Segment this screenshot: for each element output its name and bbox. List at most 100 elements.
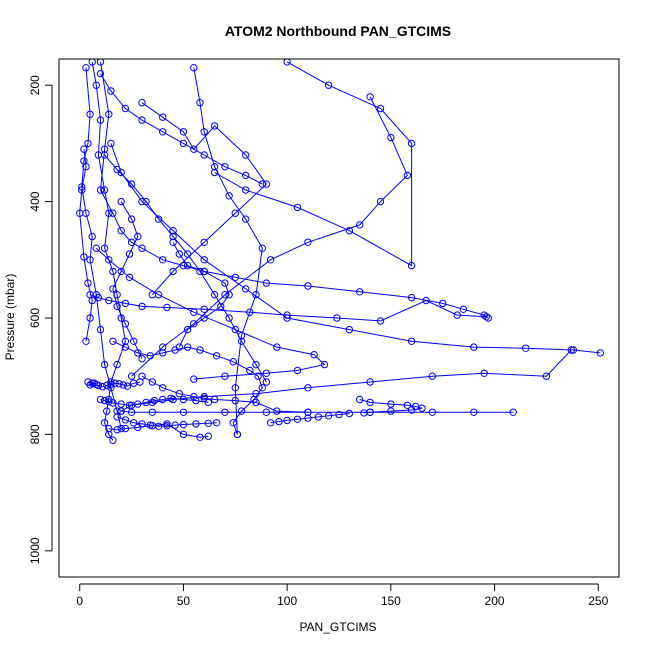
data-point bbox=[482, 313, 490, 321]
data-point bbox=[304, 238, 312, 247]
data-point bbox=[109, 285, 117, 293]
data-point bbox=[119, 381, 128, 389]
data-point bbox=[121, 343, 130, 351]
data-point bbox=[115, 380, 123, 388]
data-point bbox=[96, 116, 105, 124]
data-point bbox=[200, 314, 208, 322]
y-axis-label: Pressure (mbar) bbox=[3, 274, 17, 361]
data-point bbox=[159, 349, 167, 357]
data-point bbox=[109, 399, 117, 407]
series-line bbox=[95, 247, 326, 380]
data-point bbox=[123, 382, 132, 390]
data-point bbox=[258, 180, 266, 188]
series-line bbox=[112, 340, 263, 435]
data-point bbox=[94, 293, 103, 302]
data-point bbox=[356, 395, 364, 404]
data-point bbox=[204, 432, 213, 440]
data-point bbox=[183, 325, 192, 334]
data-point bbox=[221, 408, 229, 416]
data-point bbox=[275, 417, 283, 426]
data-point bbox=[121, 320, 130, 328]
data-point bbox=[169, 267, 177, 276]
y-axis: 200 400 600 800 1000 bbox=[28, 75, 53, 564]
data-point bbox=[509, 408, 517, 416]
data-point bbox=[82, 163, 90, 171]
data-point bbox=[403, 401, 412, 409]
data-point bbox=[470, 408, 478, 416]
data-point bbox=[100, 419, 109, 427]
y-tick-label: 400 bbox=[28, 191, 42, 211]
data-point bbox=[192, 420, 200, 428]
data-point bbox=[169, 227, 177, 235]
data-point bbox=[190, 375, 198, 383]
data-point bbox=[127, 215, 136, 223]
data-point bbox=[242, 151, 250, 159]
data-point bbox=[179, 408, 188, 416]
data-point bbox=[376, 104, 385, 113]
data-point bbox=[237, 331, 246, 340]
data-point bbox=[212, 352, 221, 360]
series-layer bbox=[76, 59, 604, 444]
data-point bbox=[273, 343, 281, 351]
data-point bbox=[225, 192, 233, 200]
data-point bbox=[179, 395, 188, 404]
data-point bbox=[345, 325, 354, 334]
data-point bbox=[179, 139, 188, 148]
data-point bbox=[204, 398, 213, 407]
data-point bbox=[200, 151, 208, 159]
data-point bbox=[428, 408, 436, 416]
data-point bbox=[103, 407, 111, 415]
data-point bbox=[596, 349, 604, 357]
data-point bbox=[283, 59, 291, 66]
data-point bbox=[266, 256, 275, 264]
data-point bbox=[154, 291, 163, 299]
x-tick-label: 150 bbox=[381, 594, 401, 608]
data-point bbox=[96, 325, 105, 334]
data-point bbox=[105, 110, 113, 119]
series-line bbox=[79, 149, 93, 342]
data-point bbox=[258, 384, 266, 392]
data-point bbox=[163, 420, 171, 428]
data-point bbox=[258, 244, 266, 252]
data-point bbox=[293, 366, 302, 375]
series-line bbox=[193, 67, 263, 435]
data-point bbox=[254, 372, 262, 380]
data-point bbox=[84, 139, 92, 148]
data-point bbox=[175, 250, 184, 258]
data-point bbox=[217, 302, 225, 311]
data-point bbox=[159, 113, 167, 121]
data-point bbox=[84, 279, 92, 287]
data-point bbox=[159, 343, 167, 351]
data-point bbox=[88, 379, 96, 387]
data-point bbox=[78, 186, 86, 194]
data-point bbox=[169, 232, 177, 241]
x-tick-label: 200 bbox=[485, 594, 505, 608]
data-point bbox=[96, 186, 105, 194]
data-point bbox=[105, 256, 113, 264]
data-point bbox=[88, 296, 96, 305]
data-point bbox=[283, 416, 291, 425]
data-point bbox=[169, 238, 177, 247]
data-point bbox=[113, 426, 121, 434]
data-point bbox=[88, 59, 96, 66]
data-point bbox=[335, 410, 343, 419]
data-point bbox=[542, 372, 551, 380]
data-point bbox=[422, 296, 430, 305]
data-point bbox=[154, 215, 163, 223]
data-point bbox=[200, 128, 208, 136]
chart-title: ATOM2 Northbound PAN_GTCIMS bbox=[225, 23, 451, 39]
data-point bbox=[113, 302, 121, 311]
data-point bbox=[190, 145, 198, 153]
data-point bbox=[100, 244, 109, 252]
data-point bbox=[387, 407, 395, 415]
data-point bbox=[304, 384, 312, 392]
series-line bbox=[121, 410, 514, 413]
data-point bbox=[92, 244, 101, 252]
data-point bbox=[82, 337, 90, 345]
y-tick-label: 1000 bbox=[28, 537, 42, 564]
data-point bbox=[293, 203, 302, 212]
data-point bbox=[130, 337, 138, 345]
data-point bbox=[252, 360, 260, 369]
data-point bbox=[324, 412, 333, 420]
